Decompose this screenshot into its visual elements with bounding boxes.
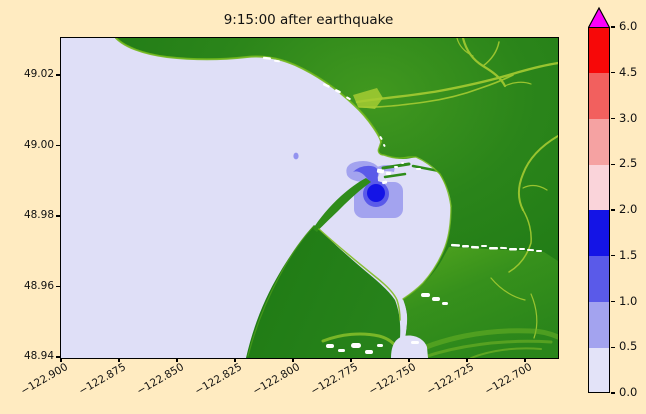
x-tick-mark (350, 357, 352, 362)
river-delta-patch (353, 88, 383, 109)
colorbar-segment (588, 164, 610, 211)
colorbar-tick-label: 2.0 (619, 202, 638, 216)
x-tick-mark (234, 357, 236, 362)
wave-white-foam (376, 168, 391, 185)
colorbar-tick-label: 1.0 (619, 293, 638, 308)
y-tick-mark (55, 356, 60, 358)
colorbar-tick-mark (611, 209, 615, 211)
x-tick-label: −122.750 (366, 361, 418, 398)
tsunami-wave (293, 152, 452, 280)
colorbar-tick-label: 0.0 (619, 385, 638, 399)
rivers (355, 38, 558, 339)
x-tick-label: −122.900 (18, 361, 70, 398)
shore-white-patches (262, 56, 542, 354)
x-tick-label: −122.700 (482, 361, 534, 398)
colorbar-tick-mark (611, 26, 615, 28)
x-tick-mark (524, 357, 526, 362)
x-tick-mark (408, 357, 410, 362)
x-tick-mark (60, 357, 62, 362)
y-tick-mark (55, 215, 60, 217)
colorbar-segment (588, 347, 610, 394)
colorbar-tick-mark (611, 163, 615, 165)
y-tick-label: 48.96 (23, 279, 54, 292)
colorbar-segment (588, 210, 610, 257)
colorbar-segment (588, 255, 610, 302)
colorbar-segment (588, 72, 610, 119)
x-tick-label: −122.875 (76, 361, 128, 398)
x-tick-label: −122.825 (192, 361, 244, 398)
wave-core (367, 184, 385, 202)
plot-area (60, 37, 559, 359)
colorbar-segment (588, 301, 610, 348)
coast-rims (115, 38, 452, 357)
colorbar-tick-label: 2.5 (619, 156, 638, 171)
map-svg (61, 38, 558, 358)
land-birch-point (246, 225, 401, 358)
colorbar-tick-mark (611, 117, 615, 120)
colorbar-tick-mark (611, 72, 615, 74)
colorbar-tick-mark (611, 255, 615, 257)
plot-title: 9:15:00 after earthquake (223, 12, 394, 28)
colorbar-frame (588, 27, 610, 393)
colorbar-tick-mark (611, 392, 615, 394)
x-tick-mark (466, 357, 468, 362)
x-tick-label: −122.725 (424, 361, 476, 398)
colorbar-tick-label: 4.5 (619, 64, 638, 79)
colorbar-tick-label: 0.5 (619, 339, 638, 354)
colorbar-tick-label: 3.0 (619, 110, 638, 125)
x-tick-label: −122.800 (250, 361, 302, 398)
x-tick-mark (292, 357, 294, 362)
land-point-roberts (313, 178, 371, 232)
x-tick-label: −122.775 (308, 361, 360, 398)
y-tick-mark (55, 285, 60, 288)
terrain-bands (403, 328, 558, 358)
y-tick-mark (55, 74, 60, 76)
colorbar-tick-label: 6.0 (619, 19, 638, 33)
wave-offshore-spot (293, 152, 299, 160)
y-tick-label: 48.94 (23, 350, 54, 362)
colorbar-tick-mark (611, 300, 615, 303)
x-tick-mark (118, 357, 120, 362)
colorbar-tick-mark (611, 346, 615, 348)
colorbar-segment (588, 118, 610, 165)
x-tick-mark (176, 357, 178, 362)
colorbar-arrow (587, 6, 611, 28)
y-tick-label: 49.02 (23, 68, 54, 80)
colorbar-segment (588, 27, 610, 74)
y-tick-mark (55, 144, 60, 147)
inlet-drayton (391, 335, 428, 358)
y-tick-label: 49.00 (23, 138, 54, 151)
y-tick-label: 48.98 (23, 209, 54, 221)
x-tick-label: −122.850 (134, 361, 186, 398)
colorbar-tick-label: 1.5 (619, 247, 638, 262)
